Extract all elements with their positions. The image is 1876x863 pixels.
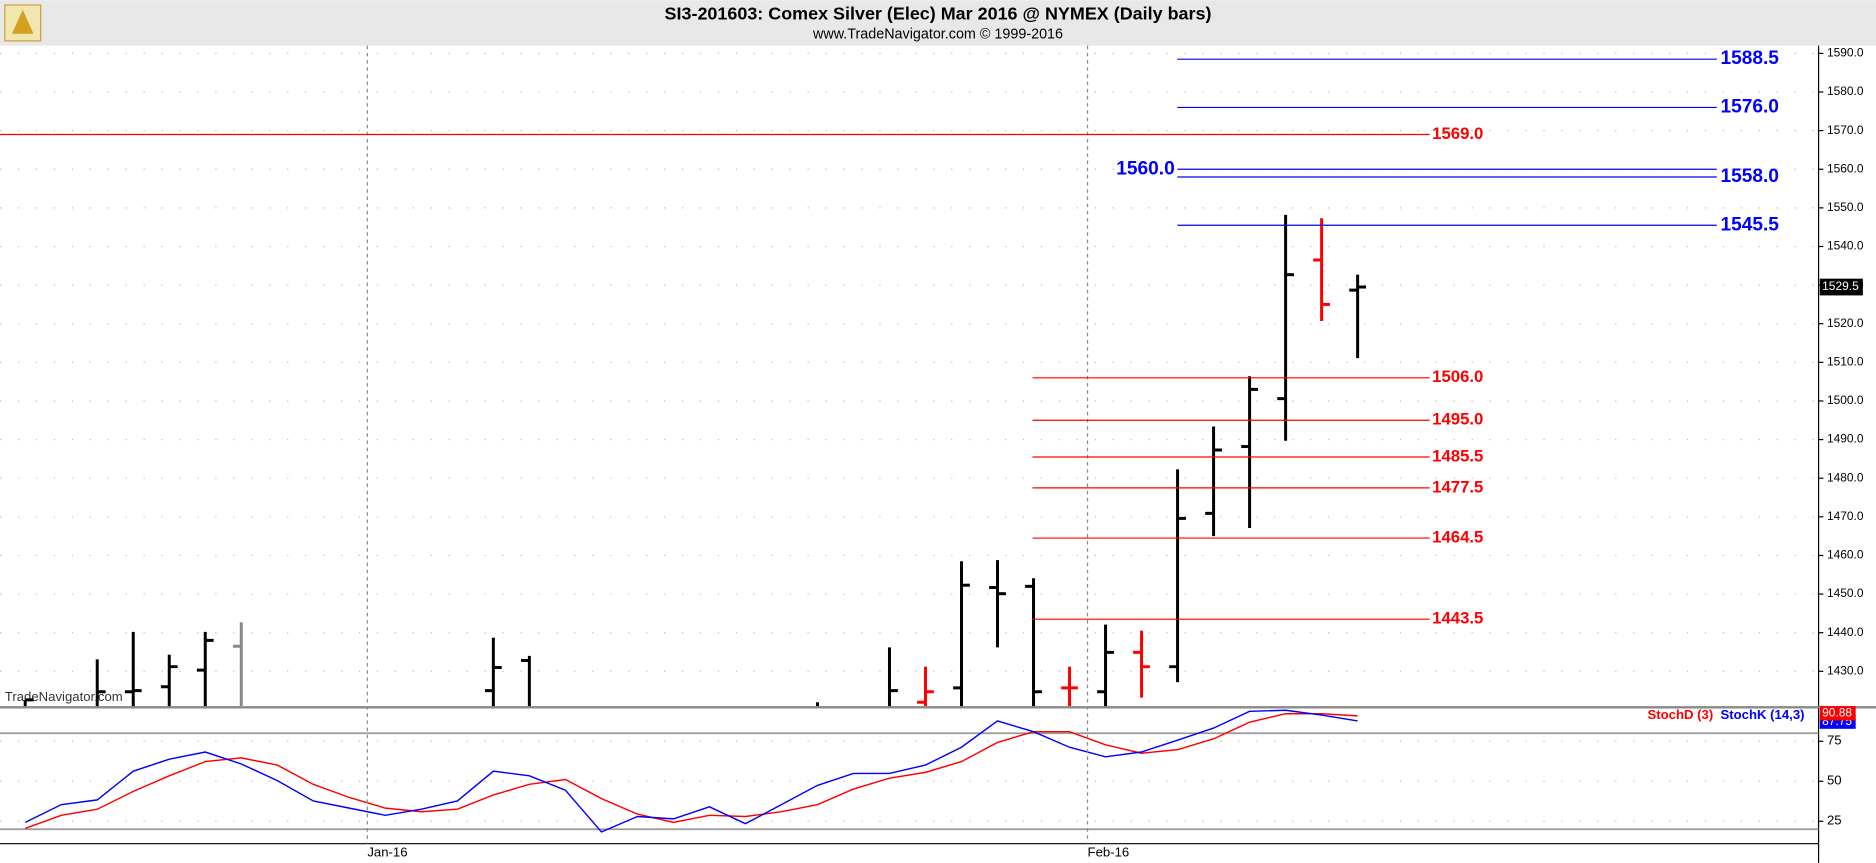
ohlc-bar — [953, 561, 970, 707]
ohlc-bar — [1133, 630, 1150, 698]
ohlc-bar — [1205, 426, 1222, 537]
ohlc-bar — [1277, 214, 1294, 441]
ohlc-bar — [1349, 274, 1367, 359]
level-label: 1443.5 — [1432, 609, 1483, 628]
ohlc-bar — [160, 654, 178, 707]
y-tick-label: 1430.0 — [1827, 663, 1864, 677]
y-tick-label: 1590.0 — [1827, 46, 1864, 60]
level-label: 1576.0 — [1720, 97, 1779, 118]
x-tick-label: Feb-16 — [1088, 845, 1130, 860]
level-label: 1485.5 — [1432, 446, 1483, 465]
stoch-line — [24, 713, 1358, 830]
y-tick-label: 1480.0 — [1827, 470, 1864, 484]
y-tick-label: 1490.0 — [1827, 432, 1864, 446]
ohlc-bar — [1097, 624, 1114, 707]
last-value-label: 90.88 — [1822, 705, 1852, 719]
chart-title: SI3-201603: Comex Silver (Elec) Mar 2016… — [665, 3, 1212, 23]
ohlc-bar — [1241, 376, 1258, 529]
y-tick-label: 1570.0 — [1827, 123, 1864, 137]
y-tick-label: 50 — [1827, 773, 1842, 788]
level-label: 1506.0 — [1432, 367, 1483, 386]
y-tick-label: 1540.0 — [1827, 239, 1864, 253]
level-label: 1588.5 — [1720, 48, 1779, 69]
ohlc-bar — [887, 647, 898, 707]
chart-subtitle: www.TradeNavigator.com © 1999-2016 — [812, 27, 1063, 43]
ohlc-bar — [815, 702, 819, 707]
stoch-line — [24, 709, 1358, 833]
stoch-panel — [0, 709, 1819, 833]
ohlc-bar — [484, 637, 502, 707]
ohlc-bar — [1313, 218, 1330, 322]
y-tick-label: 1450.0 — [1827, 586, 1864, 600]
level-label: 1464.5 — [1432, 527, 1483, 546]
y-tick-label: 1460.0 — [1827, 548, 1864, 562]
y-tick-label: 1510.0 — [1827, 355, 1864, 369]
level-label: 1569.0 — [1432, 124, 1483, 143]
y-tick-label: 75 — [1827, 733, 1842, 748]
last-value-badge — [1819, 706, 1856, 721]
last-price-badge — [1819, 278, 1863, 296]
x-tick-label: Jan-16 — [367, 845, 407, 860]
watermark: TradeNavigator.com — [5, 689, 123, 704]
ohlc-bar — [124, 631, 142, 707]
level-label: 1545.5 — [1720, 214, 1779, 235]
ohlc-bar — [232, 622, 243, 707]
y-tick-label: 1560.0 — [1827, 161, 1864, 175]
ohlc-bar — [95, 659, 106, 707]
ohlc-bar — [520, 655, 531, 707]
price-panel — [0, 52, 1819, 707]
y-tick-label: 1550.0 — [1827, 200, 1864, 214]
last-price-label: 1529.5 — [1822, 279, 1859, 293]
y-tick-label: 1580.0 — [1827, 84, 1864, 98]
y-tick-label: 1440.0 — [1827, 625, 1864, 639]
ohlc-bar — [196, 631, 214, 707]
ohlc-bar — [1169, 469, 1186, 683]
level-label: 1495.0 — [1432, 410, 1483, 429]
ohlc-bar — [917, 666, 934, 707]
y-tick-label: 1470.0 — [1827, 509, 1864, 523]
y-tick-label: 1520.0 — [1827, 316, 1864, 330]
level-label: 1477.5 — [1432, 477, 1483, 496]
level-label: 1558.0 — [1720, 166, 1779, 187]
level-label: 1560.0 — [1116, 158, 1175, 179]
ohlc-bar — [989, 560, 1006, 648]
title-bar — [0, 0, 1876, 46]
axes: 1430.0 1440.0 1450.0 1460.0 1470.0 1480.0 1490… — [366, 46, 1864, 860]
legend-entry: StochK (14,3) — [1720, 707, 1804, 722]
ohlc-bar — [1061, 666, 1078, 707]
y-tick-label: 1500.0 — [1827, 393, 1864, 407]
legend-entry: StochD (3) — [1647, 707, 1713, 722]
y-tick-label: 25 — [1827, 813, 1842, 828]
logo — [4, 4, 42, 42]
ohlc-bar — [23, 698, 34, 707]
ohlc-bar — [1025, 578, 1042, 707]
